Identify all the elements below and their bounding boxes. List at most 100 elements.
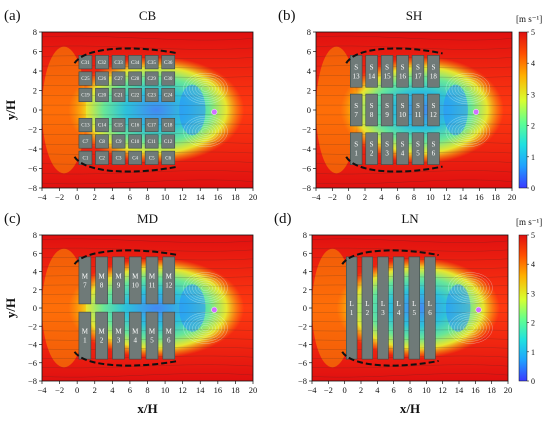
vortex-swirl [466, 284, 475, 291]
building-block [78, 87, 93, 103]
vortex-swirl [186, 314, 225, 342]
y-tick-label: 4 [307, 66, 312, 76]
block-label: 11 [415, 111, 422, 119]
x-tick-label: 20 [508, 192, 517, 202]
vortex-swirl [189, 77, 222, 100]
y-tick-label: 2 [33, 285, 37, 295]
block-label: C28 [131, 77, 140, 82]
x-tick-label: 20 [504, 385, 513, 395]
vortex-swirl [454, 316, 487, 340]
x-tick-label: 2 [93, 385, 97, 395]
vortex-swirl [201, 85, 210, 92]
streamline [41, 373, 254, 378]
streamline [311, 373, 509, 378]
x-tick-label: 0 [343, 385, 347, 395]
block-label: S [416, 141, 420, 149]
colorbar-gradient [518, 234, 528, 382]
block-label: 12 [430, 111, 438, 119]
building-block [111, 87, 126, 103]
y-tick-label: 2 [307, 86, 311, 96]
block-label: C9 [116, 140, 122, 145]
streamline [41, 364, 254, 369]
building-block [380, 55, 394, 88]
block-label: C16 [131, 124, 140, 129]
building-block [78, 71, 93, 86]
streamline [41, 238, 254, 243]
vortex-swirl [463, 322, 478, 334]
building-block [161, 134, 176, 149]
block-label: S [385, 63, 389, 71]
building-block [144, 150, 159, 165]
colorbar-top: 5 4 3 2 1 0 [m s⁻¹] [516, 14, 542, 193]
building-block [111, 71, 126, 86]
y-tick-label: −2 [298, 321, 307, 331]
block-label: 6 [428, 309, 432, 317]
streamline [41, 35, 254, 41]
block-label: L [412, 300, 416, 308]
building-block [365, 132, 378, 165]
block-label: L [381, 300, 385, 308]
x-tick-label: 4 [379, 192, 384, 202]
vortex-swirl [460, 320, 481, 336]
y-tick-label: −2 [28, 321, 37, 331]
block-label: C8 [99, 140, 105, 145]
vortex-swirl [192, 79, 219, 98]
y-tick-label: −8 [302, 183, 311, 193]
y-tick-label: 8 [33, 230, 37, 240]
vortex-swirl [195, 320, 216, 336]
block-label: M [132, 328, 139, 336]
x-tick-label: 16 [475, 192, 484, 202]
building-block [424, 256, 436, 360]
block-label: C15 [114, 124, 123, 129]
block-label: S [431, 63, 435, 71]
vortex-swirl [448, 312, 493, 344]
vortex-swirl [463, 128, 473, 135]
block-label: 9 [117, 281, 121, 289]
block-label: C19 [81, 94, 90, 99]
streamline [315, 179, 513, 185]
block-label: C34 [131, 61, 140, 66]
building-block [427, 132, 440, 165]
streamline [315, 35, 513, 41]
block-label: C17 [148, 124, 157, 129]
building-block [145, 311, 159, 360]
x-tick-label: 2 [363, 192, 367, 202]
colorbar-tick-label: 1 [531, 348, 535, 357]
x-tick-label: 20 [249, 385, 258, 395]
y-tick-label: 0 [303, 303, 307, 313]
building-block [380, 93, 394, 127]
block-label: 18 [430, 72, 438, 80]
block-label: C14 [98, 124, 107, 129]
building-block [377, 256, 389, 360]
block-label: 13 [353, 72, 361, 80]
block-label: 3 [381, 309, 385, 317]
block-label: C13 [81, 124, 90, 129]
vortex-swirl [189, 276, 222, 300]
block-label: S [431, 102, 435, 110]
x-tick-label: 12 [438, 385, 447, 395]
building-block [145, 256, 159, 305]
building-block [365, 93, 378, 127]
vortex-swirl [195, 280, 216, 296]
building-block [112, 311, 125, 360]
block-label: 5 [413, 309, 417, 317]
y-tick-label: −6 [298, 358, 307, 368]
x-axis-label: x/H [400, 401, 420, 416]
building-block [161, 87, 176, 103]
block-label: C25 [81, 77, 90, 82]
y-tick-label: −6 [28, 358, 37, 368]
block-label: C12 [164, 140, 173, 145]
x-tick-label: 10 [161, 192, 170, 202]
vortex-center-marker [475, 306, 482, 313]
y-tick-label: 6 [33, 248, 37, 258]
vortex-swirl [198, 322, 213, 334]
block-label: S [370, 102, 374, 110]
vortex-swirl [454, 79, 482, 98]
building-block [95, 87, 109, 103]
x-tick-label: −4 [37, 385, 47, 395]
block-label: 10 [399, 111, 407, 119]
wake-core [443, 84, 468, 136]
block-label: C27 [114, 77, 123, 82]
building-block [144, 71, 159, 86]
